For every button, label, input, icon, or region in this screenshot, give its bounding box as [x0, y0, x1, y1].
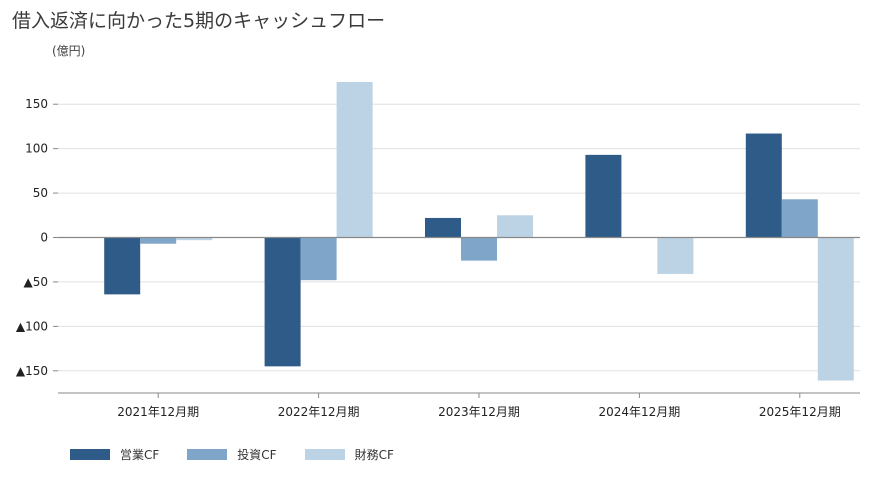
x-tick-label: 2022年12月期 — [278, 405, 360, 419]
legend-item-financing: 財務CF — [304, 446, 394, 463]
legend-item-operating: 営業CF — [70, 446, 159, 463]
y-tick-label: ▲100 — [16, 319, 48, 333]
bar-financing — [336, 82, 373, 238]
bar-operating — [425, 217, 461, 238]
bar-operating — [104, 237, 141, 295]
legend-swatch-operating — [70, 449, 110, 460]
bar-financing — [497, 215, 533, 238]
legend-label-operating: 営業CF — [120, 448, 160, 462]
bar-financing — [817, 237, 854, 381]
legend: 営業CF 投資CF 財務CF — [70, 446, 422, 463]
x-tick-label: 2024年12月期 — [598, 405, 680, 419]
bar-financing — [176, 237, 213, 241]
y-tick-label: 0 — [40, 231, 48, 245]
y-tick-label: 150 — [25, 97, 48, 111]
bar-investing — [140, 237, 177, 244]
legend-item-investing: 投資CF — [187, 446, 277, 463]
legend-label-financing: 財務CF — [354, 448, 394, 462]
bar-operating — [745, 133, 782, 238]
y-tick-label: ▲50 — [24, 275, 49, 289]
y-axis-unit-label: (億円) — [52, 44, 86, 58]
y-tick-label: 50 — [33, 186, 48, 200]
legend-swatch-financing — [304, 449, 345, 460]
bar-investing — [300, 237, 337, 281]
bar-investing — [461, 237, 497, 261]
y-tick-label: 100 — [25, 142, 48, 156]
x-tick-label: 2021年12月期 — [117, 405, 199, 419]
legend-label-investing: 投資CF — [237, 448, 277, 462]
x-tick-label: 2025年12月期 — [759, 405, 841, 419]
bar-operating — [264, 237, 301, 367]
y-tick-label: ▲150 — [16, 364, 48, 378]
x-tick-label: 2023年12月期 — [438, 405, 520, 419]
bar-financing — [657, 237, 694, 274]
legend-swatch-investing — [187, 449, 228, 460]
bar-investing — [781, 199, 818, 238]
bar-operating — [585, 154, 622, 238]
bar-chart: 150 100 50 0 ▲50 ▲100 ▲150 2021年12月期 2022年12月期 20… — [16, 82, 860, 419]
chart-title: 借入返済に向かった5期のキャッシュフロー — [12, 10, 386, 32]
